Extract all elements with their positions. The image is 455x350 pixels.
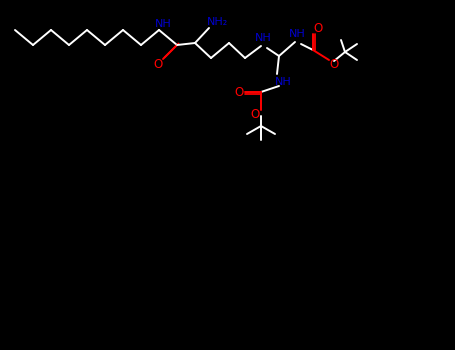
Text: O: O [153, 58, 162, 71]
Text: NH: NH [275, 77, 291, 87]
Text: NH: NH [155, 19, 172, 29]
Text: O: O [250, 108, 260, 121]
Text: NH₂: NH₂ [207, 17, 228, 27]
Text: O: O [329, 57, 339, 70]
Text: O: O [313, 22, 323, 35]
Text: O: O [234, 86, 243, 99]
Text: NH: NH [255, 33, 271, 43]
Text: NH: NH [288, 29, 305, 39]
